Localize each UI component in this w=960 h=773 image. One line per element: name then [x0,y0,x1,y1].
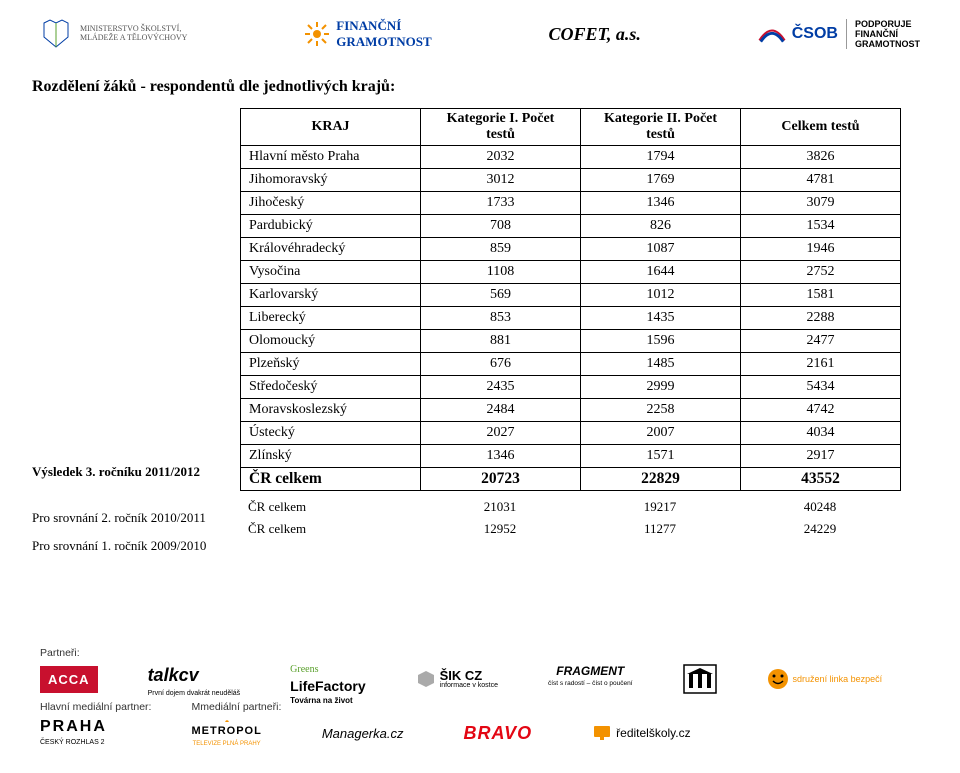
header-logos: MINISTERSTVO ŠKOLSTVÍ, MLÁDEŽE A TĚLOVÝC… [0,0,960,64]
metropol-sun-icon [218,719,236,722]
label-compare-2010: Pro srovnání 2. ročník 2010/2011 [32,510,206,526]
csob-arc-icon [758,24,786,44]
logo-msmt: MINISTERSTVO ŠKOLSTVÍ, MLÁDEŽE A TĚLOVÝC… [40,17,187,51]
logo-praha: PRAHA ČESKÝ ROZHLAS 2 [40,719,151,747]
media-row: METROPOL TELEVIZE PLNÁ PRAHY Managerka.c… [191,719,920,747]
table-row: Liberecký85314352288 [241,307,901,330]
logo-sik: ŠIK CZ informace v kostce [416,665,498,693]
sun-icon [304,21,330,47]
comparison-table: ČR celkem 21031 19217 40248 ČR celkem 12… [240,496,900,540]
monitor-icon [592,724,612,742]
label-compare-2009: Pro srovnání 1. ročník 2009/2010 [32,538,206,554]
logo-fragment: FRAGMENT číst s radostí – číst o poučení [548,665,633,693]
main-media-label: Hlavní mediální partner: [40,701,151,713]
table-row: Vysočina110816442752 [241,261,901,284]
logo-cofet: COFET, a.s. [549,24,641,45]
table-row: Hlavní město Praha203217943826 [241,146,901,169]
logo-financni-gramotnost: FINANČNÍ GRAMOTNOST [304,18,431,50]
logo-managerka: Managerka.cz [322,719,404,747]
partners-row: ACCA talkcv První dojem dvakrát neuděláš… [40,665,920,693]
table-row: Jihomoravský301217694781 [241,169,901,192]
comparison-row: ČR celkem 21031 19217 40248 [240,496,900,518]
cofet-text: COFET, a.s. [549,24,641,45]
building-icon [683,664,717,694]
logo-linka-bezpeci: sdružení linka bezpečí [767,665,883,693]
table-row: Středočeský243529995434 [241,376,901,399]
table-row: Pardubický7088261534 [241,215,901,238]
csob-sup3: GRAMOTNOST [855,39,920,49]
logo-reditelskoly: ředitelškoly.cz [592,719,690,747]
fg-line2: GRAMOTNOST [336,34,431,50]
logo-building [683,665,717,693]
logo-acca: ACCA [40,665,98,693]
smile-icon [767,668,789,690]
comparison-row: ČR celkem 12952 11277 24229 [240,518,900,540]
footer: Partneři: ACCA talkcv První dojem dvakrá… [0,637,960,773]
th-kat1: Kategorie I. Počet testů [421,109,581,146]
regions-table: KRAJ Kategorie I. Počet testů Kategorie … [240,108,901,491]
logo-metropol: METROPOL TELEVIZE PLNÁ PRAHY [191,719,261,747]
table-row: Ústecký202720074034 [241,422,901,445]
logo-bravo: BRAVO [463,719,532,747]
table-row: Karlovarský56910121581 [241,284,901,307]
media-label: Mmediální partneři: [191,701,920,713]
label-result: Výsledek 3. ročníku 2011/2012 [32,464,200,480]
logo-csob: ČSOB PODPORUJE FINANČNÍ GRAMOTNOST [758,19,920,49]
table-header-row: KRAJ Kategorie I. Počet testů Kategorie … [241,109,901,146]
csob-text: ČSOB [792,25,838,43]
csob-sup1: PODPORUJE [855,19,920,29]
msmt-line2: MLÁDEŽE A TĚLOVÝCHOVY [80,34,187,43]
th-kat2: Kategorie II. Počet testů [581,109,741,146]
table-row: Královéhradecký85910871946 [241,238,901,261]
th-kraj: KRAJ [241,109,421,146]
table-row: Plzeňský67614852161 [241,353,901,376]
table-totals-row: ČR celkem 20723 22829 43552 [241,468,901,491]
th-celkem: Celkem testů [741,109,901,146]
msmt-emblem-icon [40,17,74,51]
table-row: Zlínský134615712917 [241,445,901,468]
page-title: Rozdělení žáků - respondentů dle jednotl… [0,64,960,108]
logo-talkcv: talkcv První dojem dvakrát neuděláš [148,665,241,693]
table-row: Olomoucký88115962477 [241,330,901,353]
table-row: Moravskoslezský248422584742 [241,399,901,422]
table-row: Jihočeský173313463079 [241,192,901,215]
partners-label: Partneři: [40,647,920,659]
csob-sup2: FINANČNÍ [855,29,920,39]
cube-icon [416,669,436,689]
logo-lifefactory: Greens LifeFactory Továrna na život [290,665,365,693]
fg-line1: FINANČNÍ [336,18,431,34]
